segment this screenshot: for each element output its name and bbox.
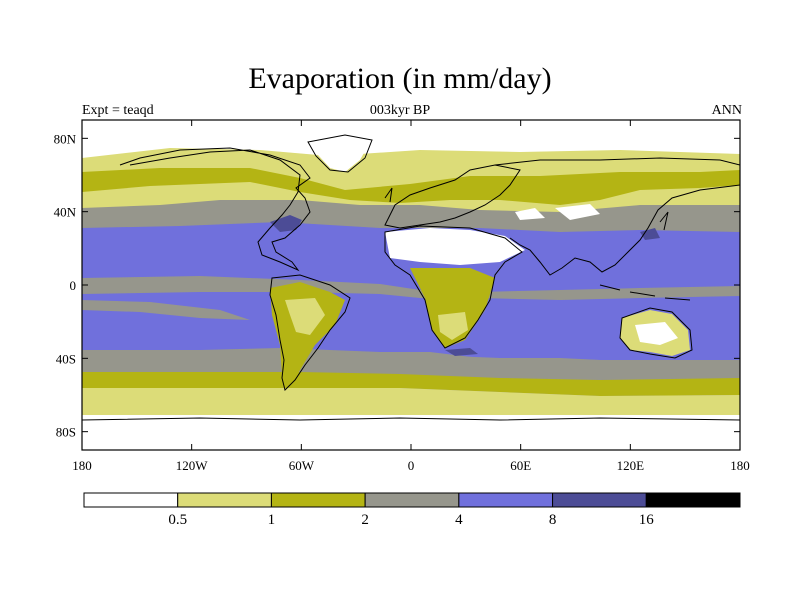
lon-tick-label: 120W [176, 458, 209, 473]
longitude-ticks: 180 120W 60W 0 60E 120E 180 [72, 120, 750, 473]
lon-tick-label: 0 [408, 458, 415, 473]
experiment-label: Expt = teaqd [82, 103, 154, 118]
labelbar-box [177, 492, 272, 508]
field-agulhas-darkblue [445, 348, 478, 356]
coast-africa [384, 225, 523, 349]
lon-tick-label: 180 [72, 458, 92, 473]
coast-south-america [269, 274, 351, 391]
lon-tick-label: 120E [617, 458, 645, 473]
lat-tick-label: 80N [54, 131, 77, 146]
field-south-olive-band [82, 372, 740, 396]
coast-asia [494, 157, 740, 276]
coast-europe [384, 164, 521, 229]
lat-tick-label: 80S [56, 425, 76, 440]
coastlines [82, 134, 740, 421]
labelbar-box [270, 492, 366, 508]
field-south-yellow-band [82, 388, 740, 415]
field-sahara-white [385, 228, 525, 265]
labelbar-label: 16 [639, 512, 655, 528]
field-equator-gray [82, 276, 740, 300]
coast-uk-japan [384, 187, 669, 231]
field-south-gray-band [82, 352, 740, 380]
labelbar-box [552, 492, 647, 508]
coast-greenland [307, 134, 373, 173]
labelbar-label: 1 [268, 512, 276, 528]
coast-australia [619, 307, 693, 359]
map-field [82, 120, 740, 450]
lat-tick-label: 40N [54, 205, 77, 220]
field-kuroshio-darkblue [640, 228, 660, 240]
field-africa-olive [410, 268, 495, 348]
coast-north-america [119, 147, 311, 272]
labelbar-box [83, 492, 179, 508]
labelbar-box [364, 492, 460, 508]
field-greenland-white [310, 136, 370, 172]
map-title: Evaporation (in mm/day) [248, 62, 552, 95]
field-north-olive-band [82, 168, 740, 205]
lon-tick-label: 60E [510, 458, 531, 473]
labelbar-box [458, 492, 554, 508]
season-label: ANN [711, 103, 742, 118]
lon-tick-label: 60W [289, 458, 315, 473]
field-asia-white [555, 204, 600, 220]
labelbar-box [645, 492, 741, 508]
coast-antarctica [82, 417, 740, 421]
color-labelbar: 0.5 1 2 4 8 16 [83, 492, 741, 528]
labelbar-label: 8 [549, 512, 557, 528]
field-australia-white [635, 322, 678, 345]
lat-tick-label: 0 [70, 278, 77, 293]
coast-indonesia [599, 284, 691, 301]
labelbar-label: 2 [361, 512, 369, 528]
latitude-ticks: 80N 40N 0 40S 80S [54, 131, 740, 440]
map-subtitle: 003kyr BP [369, 103, 431, 118]
lon-tick-label: 180 [730, 458, 750, 473]
labelbar-label: 0.5 [168, 512, 187, 528]
labelbar-label: 4 [455, 512, 463, 528]
field-pacific-gray [82, 300, 250, 320]
lat-tick-label: 40S [56, 351, 76, 366]
field-southamerica-yellow [285, 298, 325, 335]
field-asia-white2 [515, 208, 545, 220]
field-africa-yellow [438, 312, 468, 340]
